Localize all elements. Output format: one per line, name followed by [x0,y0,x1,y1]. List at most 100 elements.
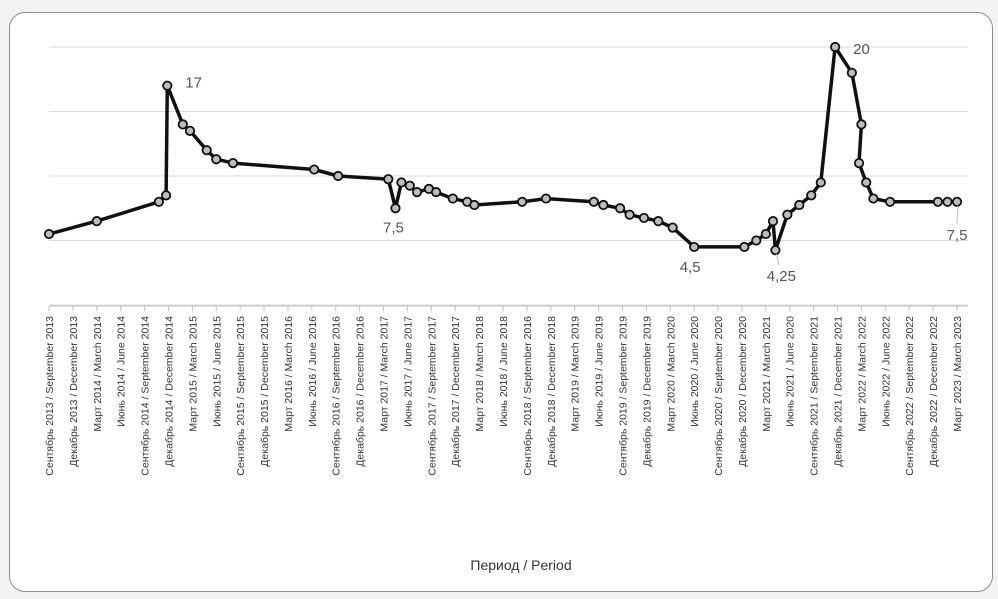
x-tick-label: Сентябрь 2015 / September 2015 [235,316,247,476]
data-point [588,196,599,207]
data-point [184,125,196,136]
data-point [760,228,771,240]
x-tick-label: Июнь 2020 / June 2020 [689,316,701,427]
x-tick-label: Март 2021 / March 2021 [761,316,773,432]
x-tick-label: Декабрь 2016 / December 2016 [355,316,367,467]
x-tick-label: Сентябрь 2013 / September 2013 [44,316,56,476]
data-point [430,187,442,198]
label-leader-line [956,205,959,224]
data-label: 7,5 [947,227,968,244]
x-tick-label: Сентябрь 2018 / September 2016 [522,316,534,476]
data-point [411,187,423,198]
data-point [739,241,750,253]
data-point [447,193,458,204]
data-point [469,199,480,211]
data-point [806,190,817,201]
data-point [43,228,55,240]
x-tick-label: Декабрь 2022 / December 2022 [928,316,940,467]
x-tick-label: Декабрь 2015 / December 2015 [259,316,271,467]
x-tick-label: Июнь 2019 / June 2019 [594,316,606,427]
x-tick-label: Март 2020 / March 2020 [665,316,677,432]
data-point [333,170,344,182]
data-label: 7,5 [383,219,404,236]
data-point [598,199,609,211]
x-tick-label: Сентябрь 2017 / September 2017 [426,316,438,476]
data-label: 20 [853,41,870,58]
data-point [856,119,867,130]
label-leader-line [775,254,780,266]
data-point [846,67,857,78]
data-point [153,196,165,207]
x-tick-label: Декабрь 2021 / December 2021 [833,316,845,467]
data-point [540,193,552,204]
x-tick-label: Июнь 2021 / June 2020 [785,316,797,427]
data-point [782,209,793,220]
x-tick-label: Сентябрь 2014 / September 2014 [140,316,152,476]
x-tick-label: Сентябрь 2022 / September 2022 [904,316,916,476]
data-point [383,174,394,185]
data-point [861,177,872,188]
x-tick-label: Декабрь 2017 / December 2017 [450,316,462,467]
x-tick-label: Июнь 2017 / June 2017 [402,316,414,427]
x-tick-label: Март 2015 / March 2015 [187,316,199,432]
x-tick-label: Декабрь 2020 / December 2020 [737,316,749,467]
data-point [201,145,212,156]
x-tick-label: Март 2023 / March 2023 [952,316,964,432]
data-point [794,199,805,211]
data-point [667,222,678,233]
x-tick-label: Июнь 2015 / June 2015 [211,316,223,427]
data-point [689,241,700,253]
data-point [638,212,650,224]
data-point [868,193,879,204]
data-label: 4,5 [680,259,701,276]
x-axis-ticks: Сентябрь 2013 / September 2013 Декабрь 20… [44,306,964,476]
data-point [942,196,953,207]
data-point [853,158,865,169]
gridlines [49,46,968,307]
x-tick-label: Март 2018 / March 2018 [474,316,486,432]
data-point [177,119,188,130]
data-point [932,196,943,207]
x-tick-label: Декабрь 2018 / December 2018 [546,316,558,467]
x-tick-label: Сентябрь 2016 / September 2016 [331,316,343,476]
x-tick-label: Март 2022 / March 2022 [856,316,868,432]
x-tick-label: Июнь 2014 / June 2014 [116,316,128,427]
data-points [43,41,963,256]
data-point [227,158,239,169]
data-point [404,180,415,191]
x-tick-label: Март 2016 / March 2016 [283,316,295,432]
data-point [653,216,664,227]
x-tick-label: Сентябрь 2020 / September 2020 [713,316,725,476]
data-point [396,177,407,188]
data-point [751,235,762,246]
data-point [211,154,222,165]
data-point [830,41,841,53]
data-point [162,80,173,91]
x-tick-label: Март 2019 / March 2019 [570,316,582,432]
x-tick-label: Декабрь 2014 / December 2014 [163,316,175,467]
data-label: 17 [185,75,202,92]
x-tick-label: Декабрь 2013 / December 2013 [68,316,80,467]
data-point [160,190,172,201]
data-point [309,164,320,175]
data-point [951,196,963,207]
data-point [390,203,401,214]
data-point [517,196,528,207]
data-point [767,216,779,227]
x-tick-label: Июнь 2022 / June 2022 [880,316,892,427]
x-tick-label: Июнь 2016 / June 2016 [307,316,319,427]
data-labels: 17 7,5 4,5 4,25 20 7,5 [185,41,967,285]
data-point [770,245,781,256]
data-point [815,177,826,188]
data-point [624,209,635,220]
x-tick-label: Июнь 2018 / June 2018 [498,316,510,427]
x-tick-label: Сентябрь 2021 / September 2021 [809,316,821,476]
data-point [614,203,626,214]
data-point [91,216,102,227]
x-tick-label: Март 2017 / March 2017 [379,316,391,432]
x-tick-label: Декабрь 2019 / December 2019 [641,316,653,467]
x-tick-label: Март 2014 / March 2014 [92,316,104,432]
x-tick-label: Сентябрь 2019 / September 2019 [617,316,629,476]
data-point [884,196,896,207]
